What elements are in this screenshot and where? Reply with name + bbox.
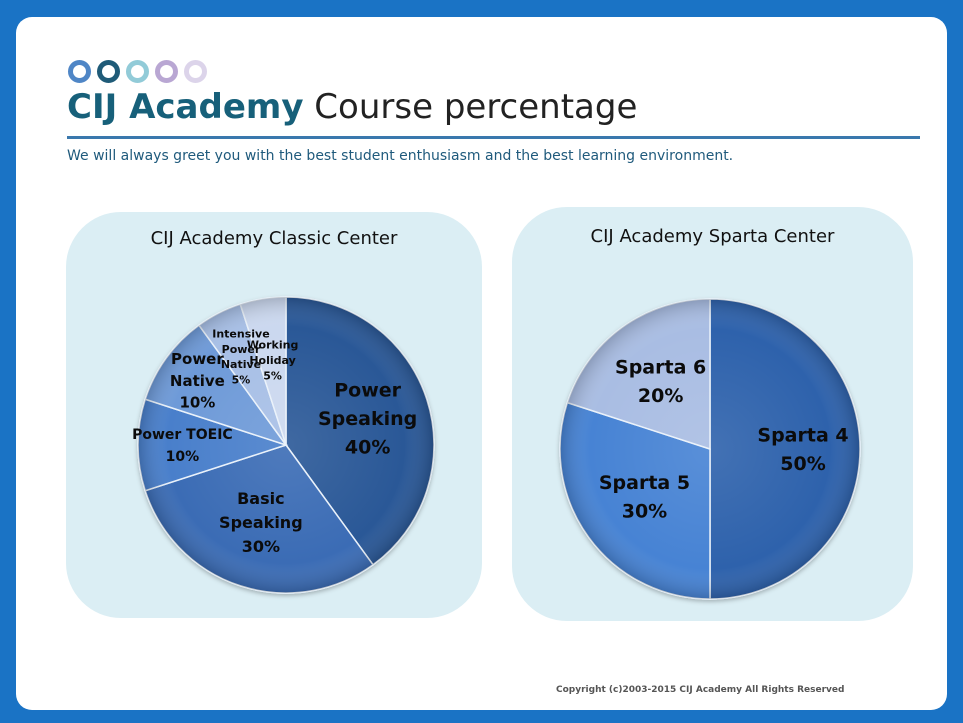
slice-label: Basic Speaking 30% <box>219 489 303 556</box>
decorative-dot <box>155 60 178 83</box>
slide: CIJ Academy Course percentage We will al… <box>16 17 947 710</box>
slice-label-line: Power <box>334 380 401 402</box>
slice-label-line: 40% <box>345 437 390 459</box>
slice-label-line: Working <box>247 339 299 352</box>
slice-label-line: Sparta 5 <box>599 472 690 494</box>
slice-label-line: 30% <box>242 537 280 556</box>
slice-label: Sparta 6 20% <box>615 356 706 407</box>
slice-label-line: 10% <box>179 394 215 412</box>
slice-label-line: Intensive <box>212 327 269 340</box>
slice-label-line: Native <box>170 372 225 390</box>
decorative-dot <box>68 60 91 83</box>
decorative-dot <box>97 60 120 83</box>
slice-label-line: Sparta 4 <box>757 424 848 446</box>
sparta-center-panel: CIJ Academy Sparta Center Sparta 4 50% Spa… <box>512 207 913 621</box>
slice-label-line: Speaking <box>318 408 417 430</box>
classic-center-pie-chart: Power Speaking 40% Basic Speaking 30% Power TO… <box>132 296 435 594</box>
slice-label-line: Power <box>222 343 261 356</box>
title-brand: CIJ Academy <box>67 87 304 127</box>
slice-label-line: 5% <box>232 374 251 387</box>
classic-center-panel: CIJ Academy Classic Center Power Speaking… <box>66 212 482 618</box>
title-text: Course percentage <box>303 87 638 127</box>
slice-label-line: Speaking <box>219 513 303 532</box>
slice-label-line: 10% <box>166 449 200 465</box>
chart-title-classic: CIJ Academy Classic Center <box>150 228 398 249</box>
slice-label-line: 5% <box>263 369 282 382</box>
slice-label-line: 20% <box>638 385 683 407</box>
title-divider <box>67 136 920 139</box>
page-title: CIJ Academy Course percentage <box>67 87 637 127</box>
pie-slice <box>709 298 861 600</box>
slice-label-line: Power <box>171 350 224 368</box>
copyright-text: Copyright (c)2003-2015 CIJ Academy All R… <box>556 685 845 695</box>
slice-label-line: 30% <box>622 501 667 523</box>
slice-label: Power TOEIC 10% <box>132 427 233 465</box>
slice-label-line: Basic <box>237 489 284 508</box>
slice-label: Intensive Power Native 5% <box>212 327 269 386</box>
sparta-center-pie-chart: Sparta 4 50% Sparta 5 30% Sparta 6 20% <box>559 298 861 600</box>
decorative-dot <box>126 60 149 83</box>
slice-label: Sparta 4 50% <box>757 424 848 475</box>
slice-label-line: Sparta 6 <box>615 356 706 378</box>
slice-label: Sparta 5 30% <box>599 472 690 523</box>
subtitle: We will always greet you with the best s… <box>67 148 734 164</box>
slice-label: Power Speaking 40% <box>318 380 417 459</box>
slice-label-line: Power TOEIC <box>132 427 233 443</box>
slice-label-line: 50% <box>780 453 825 475</box>
decorative-dot <box>184 60 207 83</box>
slice-label: Working Holiday 5% <box>247 339 299 383</box>
slice-label-line: Native <box>221 358 261 371</box>
chart-title-sparta: CIJ Academy Sparta Center <box>590 226 835 247</box>
slice-label: Power Native 10% <box>170 350 225 412</box>
slice-label-line: Holiday <box>249 354 295 367</box>
